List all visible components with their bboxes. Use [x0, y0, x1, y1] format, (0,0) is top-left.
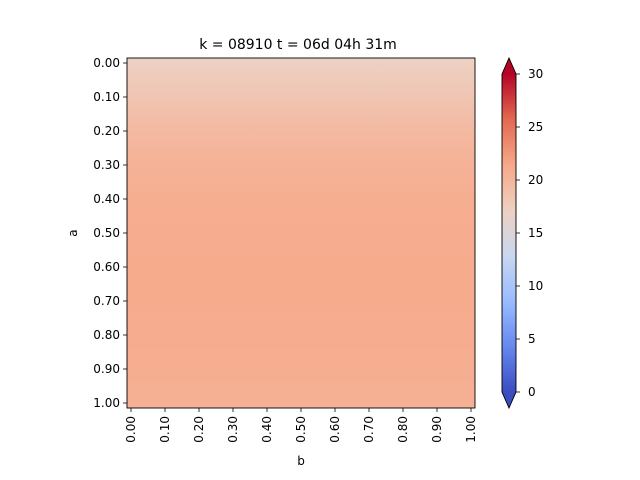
y-axis-ticks: 0.00 0.10 0.20 0.30 0.40 0.50 0.60 0.70 0.80 0.90…: [93, 56, 127, 410]
colorbar: 0 5 10 15 20 25 30: [501, 56, 543, 410]
colorbar-extend-min: [502, 392, 516, 408]
colorbar-extend-max: [502, 58, 516, 74]
y-tick-label: 0.90: [93, 362, 120, 376]
y-axis-label: a: [66, 229, 80, 236]
y-tick-label: 0.60: [93, 260, 120, 274]
y-tick-label: 0.00: [93, 56, 120, 70]
x-tick-label: 1.00: [464, 416, 478, 443]
x-tick-label: 0.50: [294, 416, 308, 443]
colorbar-tick-label: 5: [528, 332, 536, 346]
y-tick-label: 0.80: [93, 328, 120, 342]
y-tick-label: 1.00: [93, 396, 120, 410]
chart-title: k = 08910 t = 06d 04h 31m: [199, 37, 397, 53]
x-axis-label: b: [297, 454, 305, 468]
colorbar-tick-label: 25: [528, 120, 543, 134]
y-tick-label: 0.30: [93, 158, 120, 172]
x-tick-label: 0.10: [158, 416, 172, 443]
y-tick-label: 0.40: [93, 192, 120, 206]
plot-area: [126, 57, 476, 409]
colorbar-ticks: 0 5 10 15 20 25 30: [516, 67, 543, 399]
x-tick-label: 0.90: [430, 416, 444, 443]
x-tick-label: 0.60: [328, 416, 342, 443]
colorbar-tick-label: 30: [528, 67, 543, 81]
colorbar-body: [502, 74, 516, 392]
x-tick-label: 0.30: [226, 416, 240, 443]
y-tick-label: 0.10: [93, 90, 120, 104]
colorbar-tick-label: 20: [528, 173, 543, 187]
y-tick-label: 0.50: [93, 226, 120, 240]
y-tick-label: 0.20: [93, 124, 120, 138]
x-tick-label: 0.00: [124, 416, 138, 443]
colorbar-tick-label: 0: [528, 385, 536, 399]
colorbar-tick-label: 10: [528, 279, 543, 293]
x-tick-label: 0.70: [362, 416, 376, 443]
x-tick-label: 0.80: [396, 416, 410, 443]
heatmap-field: [127, 58, 475, 408]
x-tick-label: 0.20: [192, 416, 206, 443]
y-tick-label: 0.70: [93, 294, 120, 308]
colorbar-tick-label: 15: [528, 226, 543, 240]
x-axis-ticks: 0.00 0.10 0.20 0.30 0.40 0.50 0.60 0.70 0.80 0.90…: [124, 408, 478, 443]
x-tick-label: 0.40: [260, 416, 274, 443]
